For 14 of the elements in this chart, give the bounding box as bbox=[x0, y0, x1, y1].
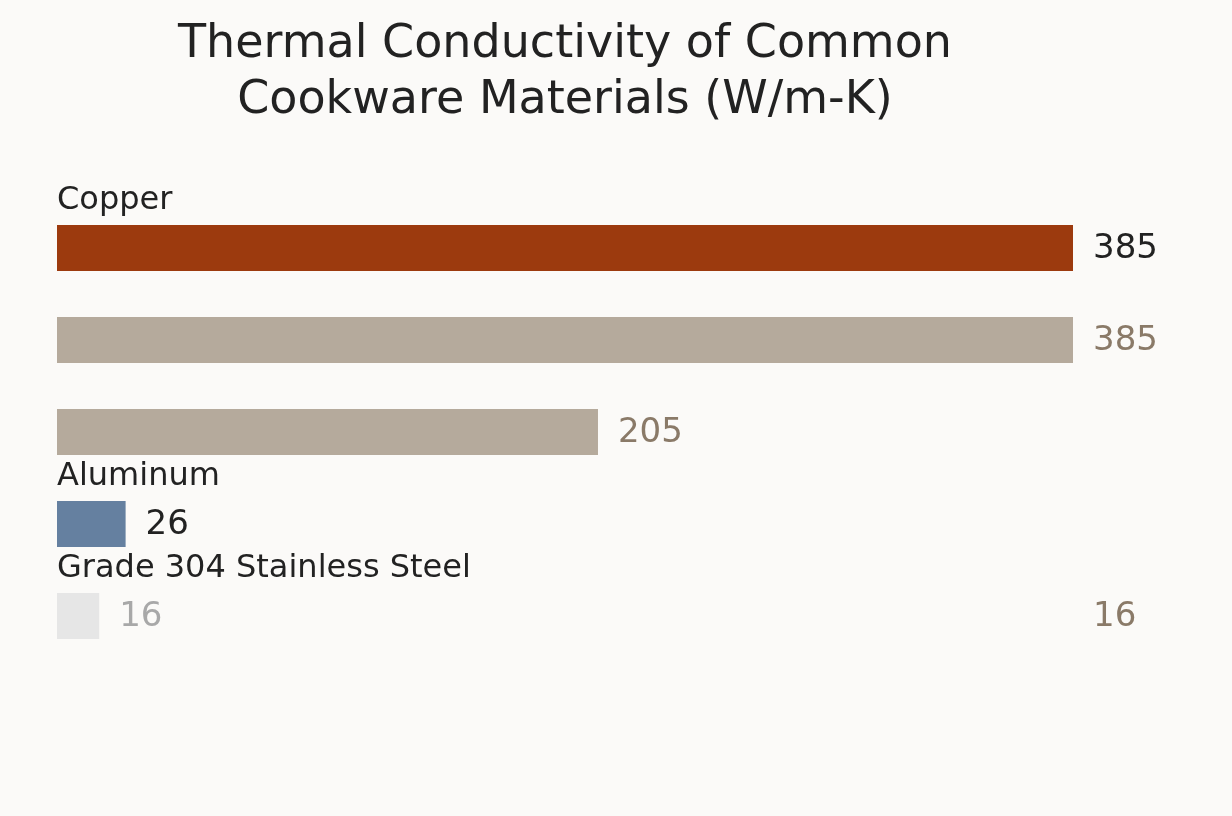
bar bbox=[57, 501, 126, 547]
y-tick-label: Grade 304 Stainless Steel bbox=[57, 547, 471, 585]
bar bbox=[57, 225, 1073, 271]
y-tick-label: Aluminum bbox=[57, 455, 220, 493]
bar bbox=[57, 317, 1073, 363]
data-label: 26 bbox=[145, 502, 189, 542]
y-tick-label: Copper bbox=[57, 179, 174, 217]
bar bbox=[57, 409, 598, 455]
text: 16 bbox=[1093, 594, 1137, 634]
data-label: 385 bbox=[1093, 318, 1158, 358]
data-label: 205 bbox=[617, 410, 683, 450]
chart-title: Thermal Conductivity of Common Cookware Materials (W/m-K) bbox=[177, 14, 952, 124]
data-label: 385 bbox=[1093, 226, 1158, 266]
data-label: 16 bbox=[119, 594, 163, 634]
